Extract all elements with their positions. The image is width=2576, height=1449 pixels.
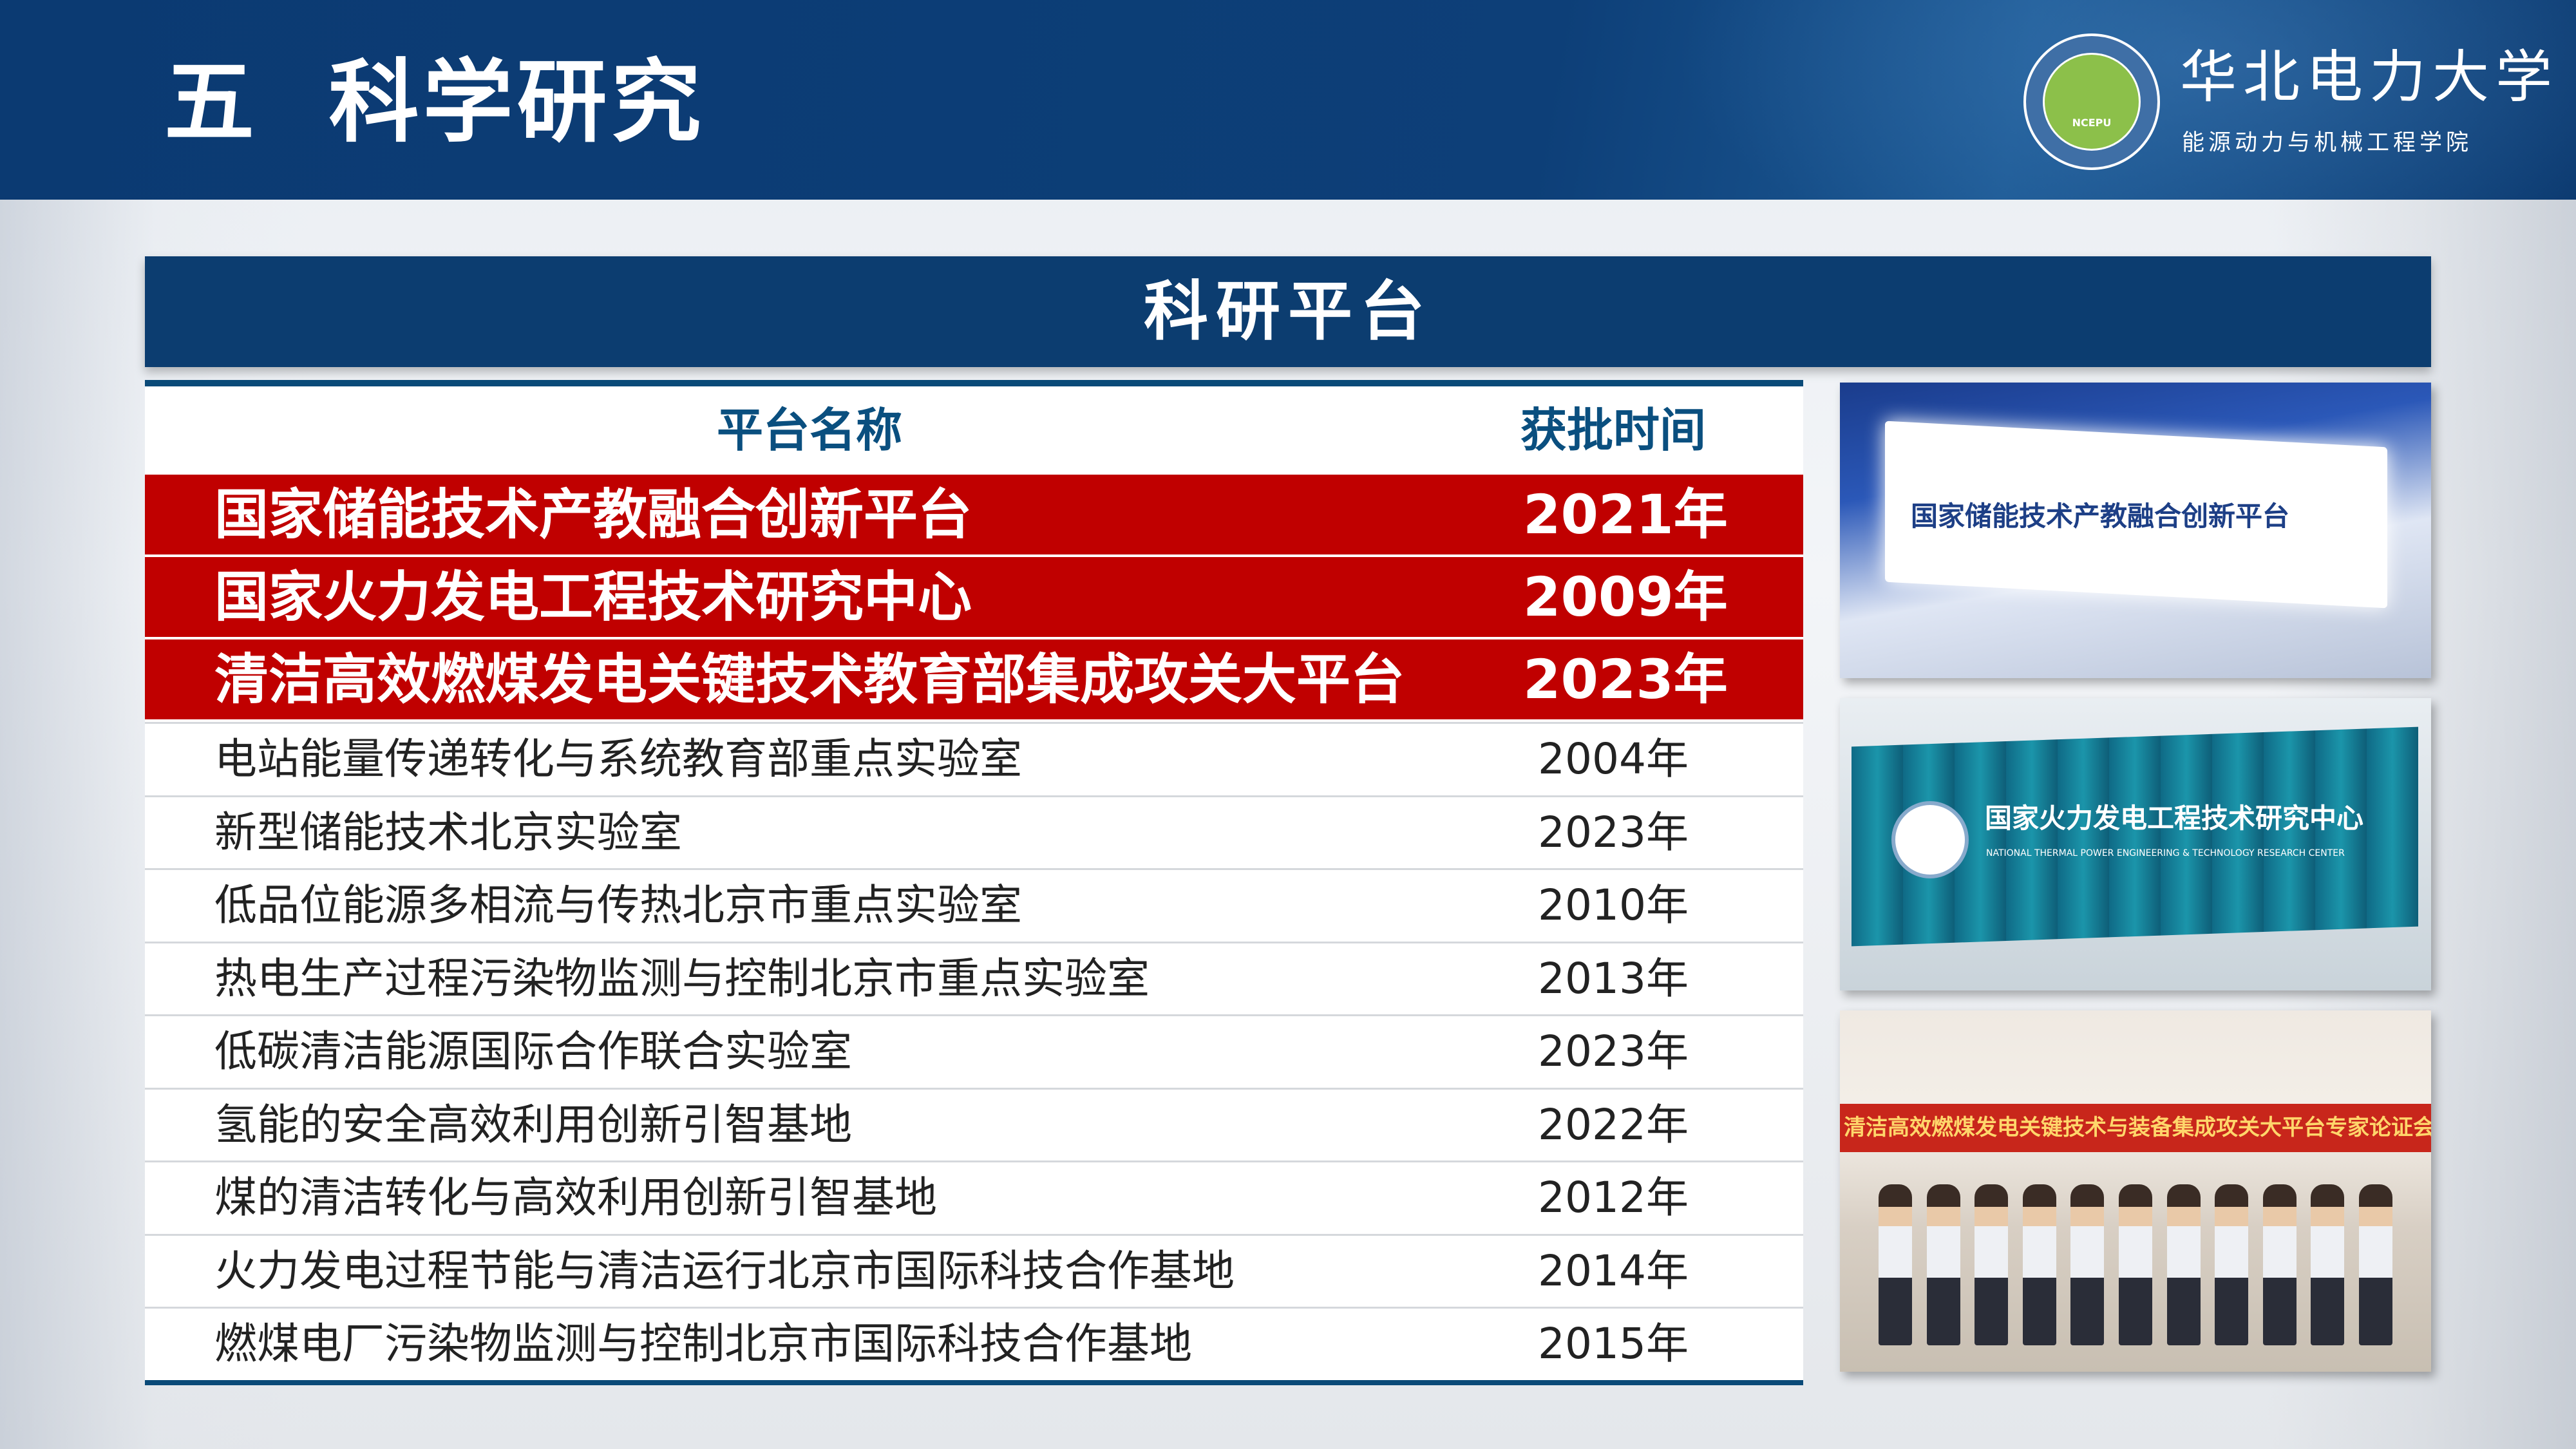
platform-name: 火力发电过程节能与清洁运行北京市国际科技合作基地	[214, 1245, 1235, 1296]
table-row: 低品位能源多相流与传热北京市重点实验室 2010年	[145, 868, 1803, 942]
person-figure	[2118, 1184, 2152, 1345]
table-row: 国家储能技术产教融合创新平台 2021年	[145, 475, 1803, 557]
table-row: 清洁高效燃煤发电关键技术教育部集成攻关大平台 2023年	[145, 639, 1803, 722]
platform-name: 燃煤电厂污染物监测与控制北京市国际科技合作基地	[214, 1319, 1192, 1368]
table-row: 氢能的安全高效利用创新引智基地 2022年	[145, 1087, 1803, 1161]
platform-name: 低碳清洁能源国际合作联合实验室	[214, 1027, 852, 1076]
person-figure	[2358, 1184, 2392, 1345]
approval-year: 2004年	[1538, 734, 1689, 784]
approval-year: 2010年	[1538, 880, 1689, 930]
table-header: 平台名称 获批时间	[145, 386, 1803, 475]
platform-name: 煤的清洁转化与高效利用创新引智基地	[214, 1173, 937, 1222]
platform-name: 国家火力发电工程技术研究中心	[214, 565, 972, 629]
meeting-banner: 清洁高效燃煤发电关键技术与装备集成攻关大平台专家论证会	[1840, 1104, 2431, 1152]
platform-name: 电站能量传递转化与系统教育部重点实验室	[214, 734, 1022, 784]
approval-year: 2023年	[1538, 807, 1689, 857]
person-figure	[1975, 1184, 2009, 1345]
platform-name: 国家储能技术产教融合创新平台	[214, 483, 972, 546]
header-band: 五 科学研究 NCEPU 华北电力大学 能源动力与机械工程学院	[0, 0, 2576, 200]
school-name: 能源动力与机械工程学院	[2182, 130, 2473, 156]
logo-abbr: NCEPU	[2072, 117, 2112, 129]
person-figure	[2262, 1184, 2297, 1345]
approval-year: 2014年	[1538, 1245, 1689, 1296]
table-row: 电站能量传递转化与系统教育部重点实验室 2004年	[145, 722, 1803, 795]
person-figure	[2215, 1184, 2249, 1345]
person-figure	[2166, 1184, 2201, 1345]
platform-name: 氢能的安全高效利用创新引智基地	[214, 1099, 852, 1150]
logo-emblem: NCEPU	[2043, 53, 2141, 151]
center-emblem-icon	[1891, 801, 1969, 878]
approval-year: 2012年	[1538, 1173, 1689, 1222]
table-row: 燃煤电厂污染物监测与控制北京市国际科技合作基地 2015年	[145, 1307, 1803, 1380]
person-figure	[2070, 1184, 2105, 1345]
school-logo: NCEPU	[2023, 33, 2160, 170]
sign-text: 国家火力发电工程技术研究中心	[1985, 802, 2364, 834]
person-figure	[1879, 1184, 1912, 1345]
group-of-people	[1879, 1178, 2392, 1345]
sign-subtext: NATIONAL THERMAL POWER ENGINEERING & TEC…	[1986, 848, 2345, 858]
platform-name: 低品位能源多相流与传热北京市重点实验室	[214, 880, 1022, 930]
table-row: 国家火力发电工程技术研究中心 2009年	[145, 557, 1803, 639]
approval-year: 2013年	[1538, 953, 1689, 1003]
photo-energy-storage-platform: 国家储能技术产教融合创新平台	[1840, 383, 2431, 678]
photo-expert-meeting: 清洁高效燃煤发电关键技术与装备集成攻关大平台专家论证会	[1840, 1010, 2431, 1372]
table-row: 煤的清洁转化与高效利用创新引智基地 2012年	[145, 1160, 1803, 1234]
table-row: 热电生产过程污染物监测与控制北京市重点实验室 2013年	[145, 941, 1803, 1015]
approval-year: 2021年	[1523, 483, 1728, 546]
platform-name: 热电生产过程污染物监测与控制北京市重点实验室	[214, 953, 1150, 1003]
section-title: 科研平台	[145, 256, 2431, 367]
standard-rows: 电站能量传递转化与系统教育部重点实验室 2004年新型储能技术北京实验室 2023年…	[145, 722, 1803, 1380]
approval-year: 2015年	[1538, 1319, 1689, 1368]
table-row: 低碳清洁能源国际合作联合实验室 2023年	[145, 1014, 1803, 1088]
approval-year: 2023年	[1538, 1027, 1689, 1076]
person-figure	[2022, 1184, 2056, 1345]
approval-year: 2022年	[1538, 1099, 1689, 1150]
person-figure	[2311, 1184, 2345, 1345]
photo-thermal-power-center: 国家火力发电工程技术研究中心 NATIONAL THERMAL POWER EN…	[1840, 698, 2431, 990]
person-figure	[1926, 1184, 1960, 1345]
approval-year: 2009年	[1523, 565, 1728, 629]
header-approval-time: 获批时间	[1520, 403, 1707, 457]
table-row: 火力发电过程节能与清洁运行北京市国际科技合作基地 2014年	[145, 1233, 1803, 1307]
approval-year: 2023年	[1523, 648, 1728, 711]
page-title: 五 科学研究	[164, 50, 705, 155]
header-platform-name: 平台名称	[716, 403, 903, 457]
table-row: 新型储能技术北京实验室 2023年	[145, 795, 1803, 869]
platform-name: 清洁高效燃煤发电关键技术教育部集成攻关大平台	[214, 648, 1405, 711]
highlighted-rows: 国家储能技术产教融合创新平台 2021年国家火力发电工程技术研究中心 2009年清洁…	[145, 475, 1803, 722]
sign-text: 国家储能技术产教融合创新平台	[1911, 500, 2290, 532]
platform-name: 新型储能技术北京实验室	[214, 807, 682, 857]
university-name: 华北电力大学	[2180, 44, 2559, 110]
platform-table: 平台名称 获批时间 国家储能技术产教融合创新平台 2021年国家火力发电工程技术研…	[145, 380, 1803, 1385]
